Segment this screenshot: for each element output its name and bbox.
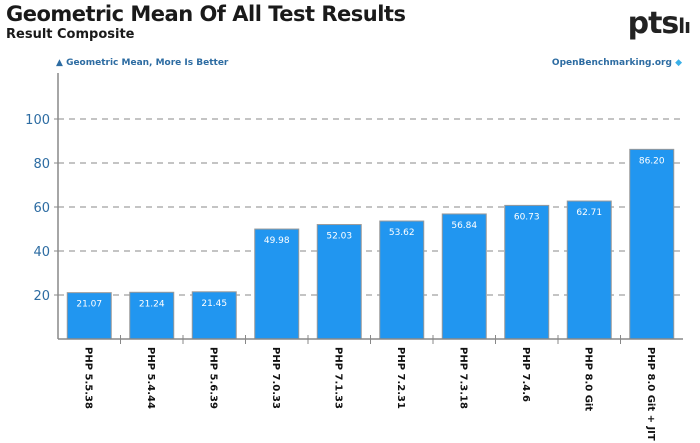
- bar-value-label: 21.24: [139, 299, 165, 309]
- chart-title: Geometric Mean Of All Test Results: [6, 2, 406, 26]
- y-tick-label: 20: [33, 289, 50, 304]
- x-tick-label: PHP 7.0.33: [270, 347, 281, 409]
- bar-value-label: 21.07: [76, 300, 102, 310]
- x-tick-label: PHP 5.4.44: [145, 347, 156, 409]
- site-link[interactable]: OpenBenchmarking.org ◆: [552, 58, 682, 68]
- bar-value-label: 56.84: [451, 221, 477, 231]
- x-tick-label: PHP 5.6.39: [207, 347, 218, 409]
- bar: [504, 204, 550, 340]
- x-tick-label: PHP 8.0 Git + JIT: [645, 347, 656, 441]
- bar-value-label: 86.20: [639, 156, 665, 166]
- y-tick-label: 60: [33, 201, 50, 216]
- x-tick-label: PHP 7.3.18: [457, 347, 468, 409]
- y-tick-label: 80: [33, 157, 50, 172]
- legend: ▲ Geometric Mean, More Is Better: [56, 58, 228, 68]
- bar-value-label: 53.62: [389, 228, 415, 238]
- bar: [379, 220, 425, 340]
- bar: [629, 148, 675, 340]
- bar-value-label: 52.03: [326, 232, 352, 242]
- y-tick-label: 40: [33, 245, 50, 260]
- ptsh-logo: ptslı: [627, 6, 691, 41]
- x-tick-label: PHP 7.2.31: [395, 347, 406, 409]
- bar: [316, 224, 362, 340]
- gem-icon: ◆: [675, 58, 682, 68]
- legend-label: Geometric Mean, More Is Better: [66, 58, 229, 68]
- x-tick-label: PHP 8.0 Git: [582, 347, 593, 411]
- bar: [254, 228, 300, 340]
- bar: [441, 213, 487, 340]
- chart-subtitle: Result Composite: [6, 27, 135, 42]
- x-tick-label: PHP 5.5.38: [82, 347, 93, 409]
- bar: [566, 200, 612, 340]
- bar-value-label: 21.45: [201, 299, 227, 309]
- bar: [129, 291, 175, 340]
- site-label: OpenBenchmarking.org: [551, 58, 672, 68]
- bar-value-label: 62.71: [576, 208, 602, 218]
- x-tick-label: PHP 7.4.6: [520, 347, 531, 402]
- bar-value-label: 49.98: [264, 236, 290, 246]
- bar-value-label: 60.73: [514, 212, 540, 222]
- triangle-up-icon: ▲: [56, 58, 67, 68]
- x-tick-label: PHP 7.1.33: [332, 347, 343, 409]
- y-tick-label: 100: [25, 113, 50, 128]
- bar: [191, 291, 237, 340]
